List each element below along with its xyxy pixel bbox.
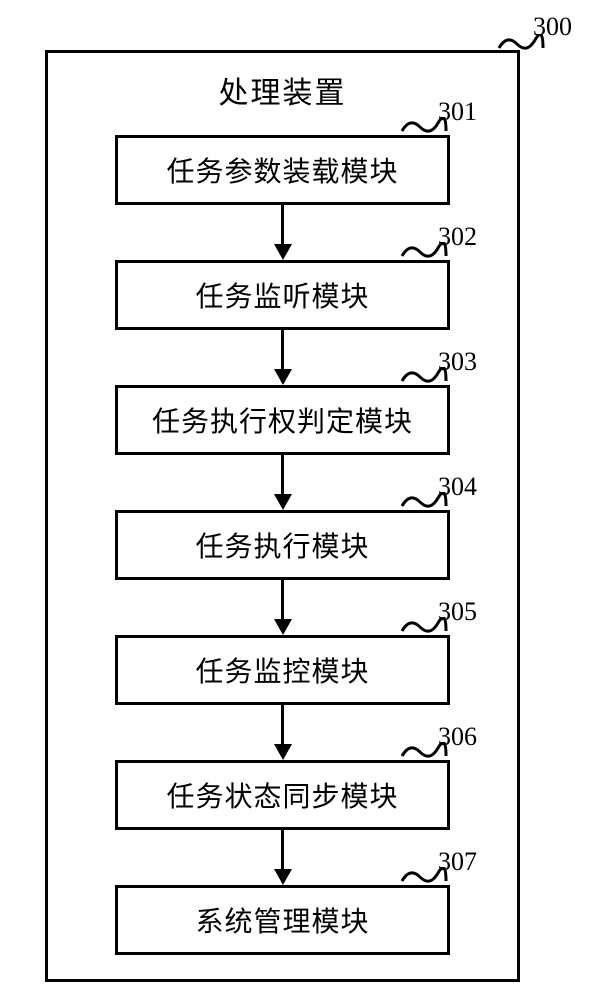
- flow-arrow-head: [274, 619, 292, 635]
- flow-arrow-line: [281, 705, 284, 746]
- flow-arrow-head: [274, 244, 292, 260]
- flow-arrow-head: [274, 869, 292, 885]
- flowchart-node: 系统管理模块: [115, 885, 450, 955]
- flow-arrow-line: [281, 330, 284, 371]
- flow-arrow-line: [281, 455, 284, 496]
- flow-arrow-line: [281, 580, 284, 621]
- flowchart-node: 任务监听模块: [115, 260, 450, 330]
- flow-arrow-head: [274, 744, 292, 760]
- node-ref-label: 304: [438, 472, 477, 502]
- node-ref-label: 305: [438, 597, 477, 627]
- outer-ref-label: 300: [533, 12, 572, 42]
- flowchart-node: 任务监控模块: [115, 635, 450, 705]
- diagram-canvas: 处理装置 300 任务参数装载模块301任务监听模块302任务执行权判定模块30…: [0, 0, 592, 1000]
- flow-arrow-line: [281, 830, 284, 871]
- flowchart-node: 任务状态同步模块: [115, 760, 450, 830]
- node-ref-label: 301: [438, 97, 477, 127]
- node-ref-label: 307: [438, 847, 477, 877]
- node-ref-label: 303: [438, 347, 477, 377]
- flowchart-node: 任务参数装载模块: [115, 135, 450, 205]
- flowchart-node: 任务执行模块: [115, 510, 450, 580]
- node-ref-label: 306: [438, 722, 477, 752]
- node-ref-label: 302: [438, 222, 477, 252]
- flow-arrow-head: [274, 369, 292, 385]
- flow-arrow-line: [281, 205, 284, 246]
- flow-arrow-head: [274, 494, 292, 510]
- flowchart-node: 任务执行权判定模块: [115, 385, 450, 455]
